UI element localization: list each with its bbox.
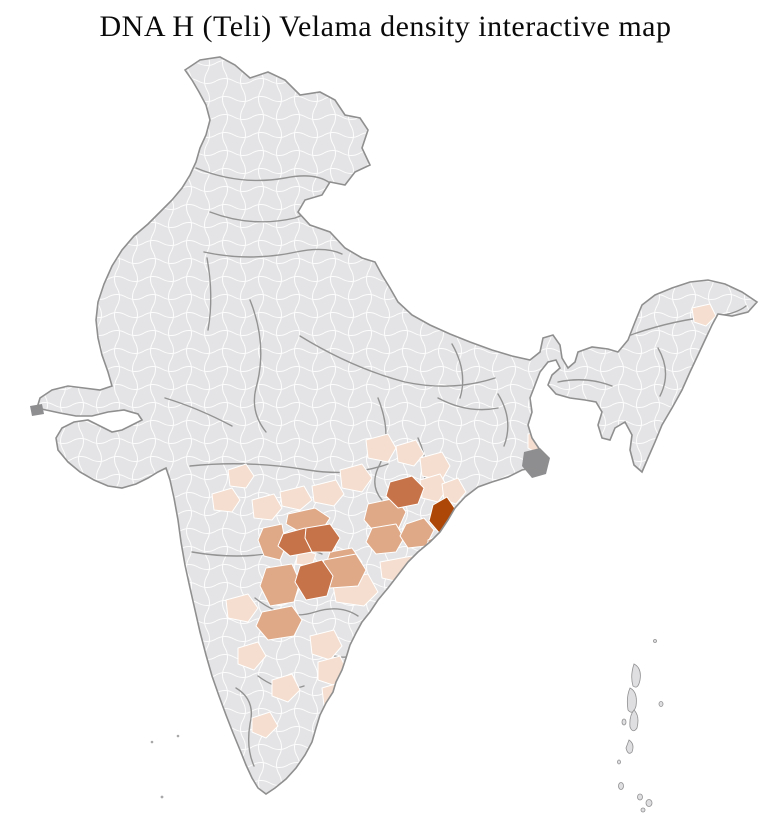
shaded-district[interactable] [309, 629, 343, 661]
shaded-district[interactable] [691, 303, 717, 327]
shaded-district[interactable] [259, 563, 301, 607]
shaded-district[interactable] [237, 641, 267, 671]
shaded-district[interactable] [257, 523, 287, 561]
shaded-district[interactable] [225, 593, 259, 623]
kutch-creek-patch [30, 404, 44, 416]
shaded-district[interactable] [251, 493, 283, 521]
shaded-district[interactable] [321, 681, 351, 713]
shaded-district[interactable] [365, 433, 397, 463]
shaded-district[interactable] [395, 439, 425, 467]
shaded-district[interactable] [304, 523, 341, 553]
shaded-district[interactable] [419, 451, 451, 481]
density-districts[interactable] [211, 303, 717, 739]
shaded-district[interactable] [339, 463, 373, 493]
shaded-district[interactable] [227, 463, 255, 489]
lakshadweep-islands [150, 734, 180, 799]
shaded-district[interactable] [271, 673, 301, 703]
map-title: DNA H (Teli) Velama density interactive … [99, 10, 672, 43]
shaded-district[interactable] [279, 485, 313, 511]
shaded-district[interactable] [255, 605, 303, 641]
shaded-district[interactable] [447, 535, 477, 563]
andaman-nicobar-islands[interactable] [617, 639, 664, 813]
shaded-district[interactable] [251, 711, 279, 739]
district-boundaries-texture [37, 57, 757, 794]
shaded-district[interactable] [365, 523, 405, 555]
shaded-district[interactable] [441, 477, 467, 505]
shaded-district[interactable] [311, 479, 345, 507]
shaded-district[interactable] [294, 559, 334, 601]
shaded-district[interactable] [211, 487, 241, 513]
shaded-district[interactable] [385, 475, 425, 509]
